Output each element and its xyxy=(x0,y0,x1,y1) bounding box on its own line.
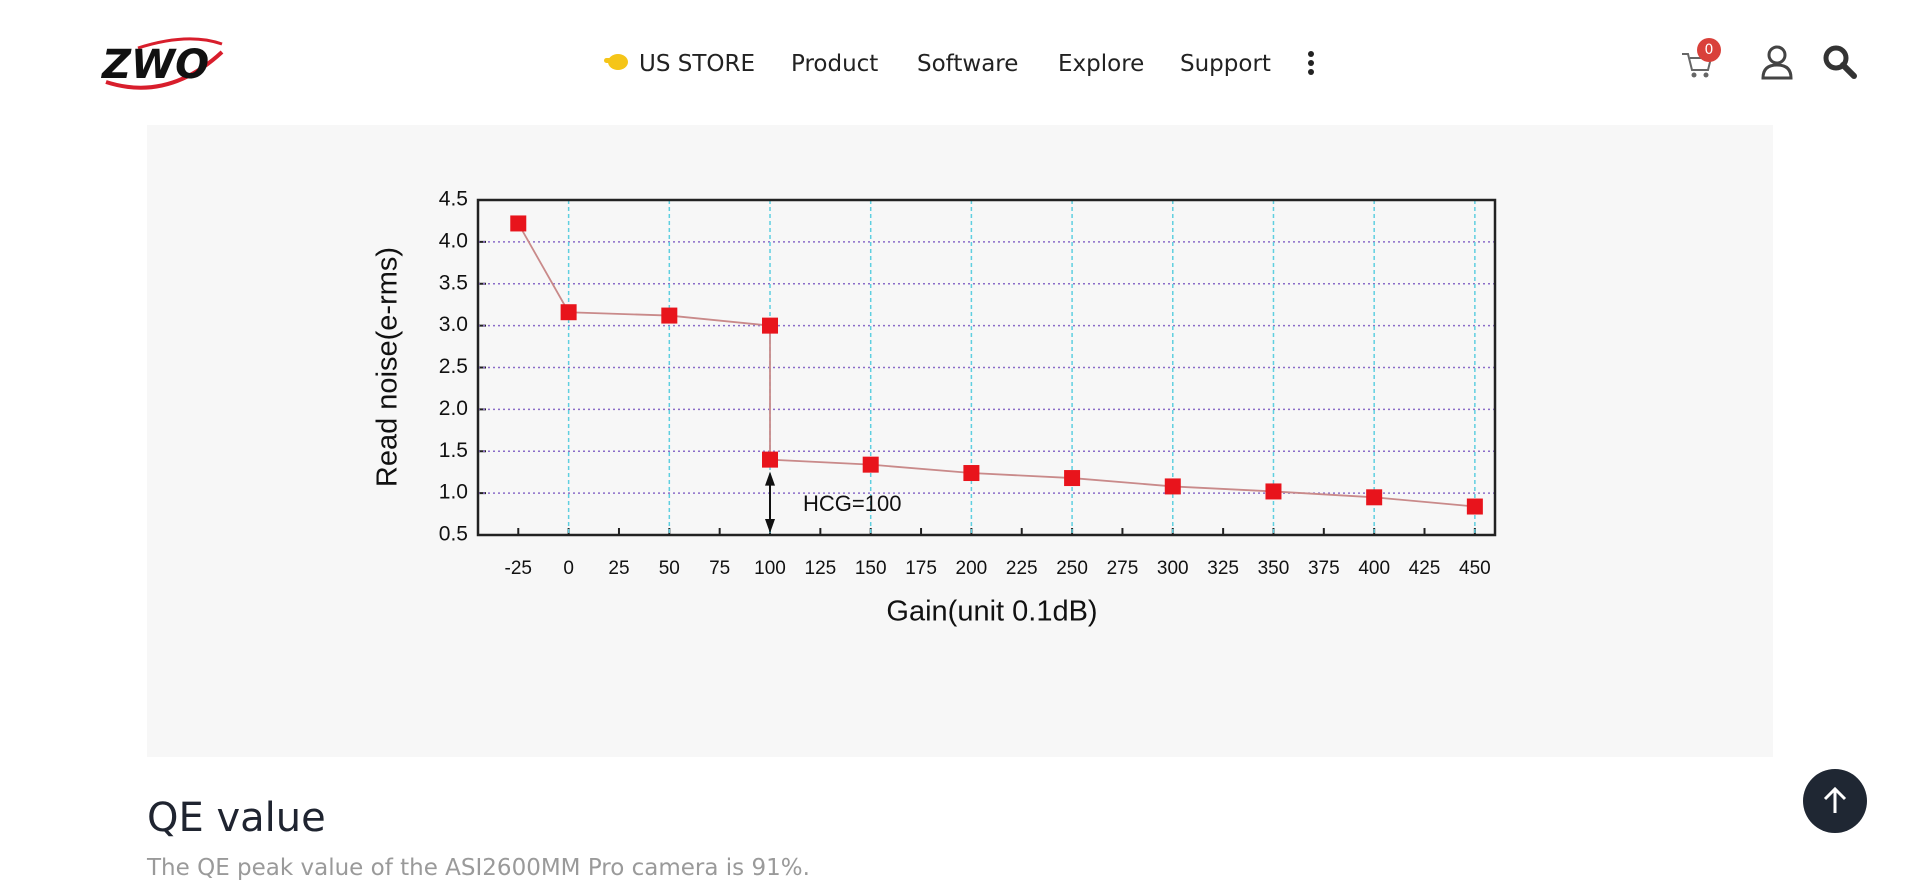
x-tick-label: 400 xyxy=(1358,558,1390,579)
x-tick-label: 275 xyxy=(1107,558,1139,579)
y-tick-label: 2.0 xyxy=(439,397,468,420)
data-point xyxy=(1466,498,1483,515)
logo-text: ZWO xyxy=(100,42,209,88)
x-tick-label: 300 xyxy=(1157,558,1189,579)
y-tick-label: 4.5 xyxy=(439,188,468,211)
data-point xyxy=(1064,470,1081,487)
x-tick-label: 200 xyxy=(956,558,988,579)
logo-swoosh xyxy=(105,50,224,90)
data-point xyxy=(762,317,779,334)
nav-link[interactable]: US STORE xyxy=(639,51,756,77)
y-tick-label: 1.5 xyxy=(439,439,468,462)
x-tick-label: 125 xyxy=(805,558,837,579)
x-tick-label: 25 xyxy=(608,558,629,579)
data-line xyxy=(517,223,1475,508)
back-to-top[interactable] xyxy=(1803,769,1867,833)
section-title: QE value xyxy=(147,795,326,841)
cart-badge: 0 xyxy=(1697,38,1721,62)
x-tick-label: 350 xyxy=(1258,558,1290,579)
y-tick-label: 4.0 xyxy=(439,229,468,252)
data-point xyxy=(1366,489,1383,506)
arrow-up-icon xyxy=(1823,786,1847,813)
y-tick-label: 3.0 xyxy=(439,313,468,336)
x-tick-label: 75 xyxy=(709,558,730,579)
nav-link[interactable]: Software xyxy=(917,51,1019,77)
x-tick-label: 225 xyxy=(1006,558,1038,579)
y-tick-label: 3.5 xyxy=(439,271,468,294)
image-panel xyxy=(147,125,1773,757)
x-tick-label: 375 xyxy=(1308,558,1340,579)
pointing-hand-icon xyxy=(604,54,628,70)
x-tick-label: 100 xyxy=(754,558,786,579)
logo-graphic: ZWO xyxy=(100,37,224,90)
nav-link[interactable]: Product xyxy=(791,51,879,77)
x-tick-label: 425 xyxy=(1409,558,1441,579)
arrow-head xyxy=(765,471,776,486)
x-tick-label: 175 xyxy=(905,558,937,579)
x-tick-label: -25 xyxy=(505,558,532,579)
nav-link[interactable]: Support xyxy=(1180,51,1271,77)
section-text: The QE peak value of the ASI2600MM Pro c… xyxy=(147,855,810,881)
chart: Gain(unit 0.1dB) Read noise(e-rms) 0.5 1.… xyxy=(372,188,1497,628)
y-tick-label: 2.5 xyxy=(439,355,468,378)
data-point xyxy=(1265,483,1282,500)
y-axis-label: Read noise(e-rms) xyxy=(372,247,404,487)
search-icon[interactable] xyxy=(1822,44,1858,80)
x-axis-label: Gain(unit 0.1dB) xyxy=(886,596,1097,628)
x-tick-label: 450 xyxy=(1459,558,1491,579)
data-point xyxy=(510,215,527,232)
data-point xyxy=(560,304,577,321)
y-tick-label: 1.0 xyxy=(439,481,468,504)
data-point xyxy=(762,451,779,468)
y-tick-label: 0.5 xyxy=(439,523,468,546)
nav-link[interactable]: Explore xyxy=(1058,51,1145,77)
data-point xyxy=(1164,478,1181,495)
more-menu[interactable] xyxy=(1304,50,1318,76)
plot-frame xyxy=(476,198,1497,537)
account-icon[interactable] xyxy=(1760,44,1794,80)
logo-swoosh xyxy=(137,37,223,50)
data-point xyxy=(862,456,879,473)
logo[interactable]: ZWO xyxy=(98,32,228,94)
annotation: HCG=100 xyxy=(803,491,901,516)
x-tick-label: 250 xyxy=(1056,558,1088,579)
data-point xyxy=(963,465,980,482)
data-point xyxy=(661,307,678,324)
arrow-head xyxy=(765,519,776,533)
x-tick-label: 0 xyxy=(563,558,574,579)
x-tick-label: 325 xyxy=(1207,558,1239,579)
x-tick-label: 150 xyxy=(855,558,887,579)
x-tick-label: 50 xyxy=(659,558,680,579)
